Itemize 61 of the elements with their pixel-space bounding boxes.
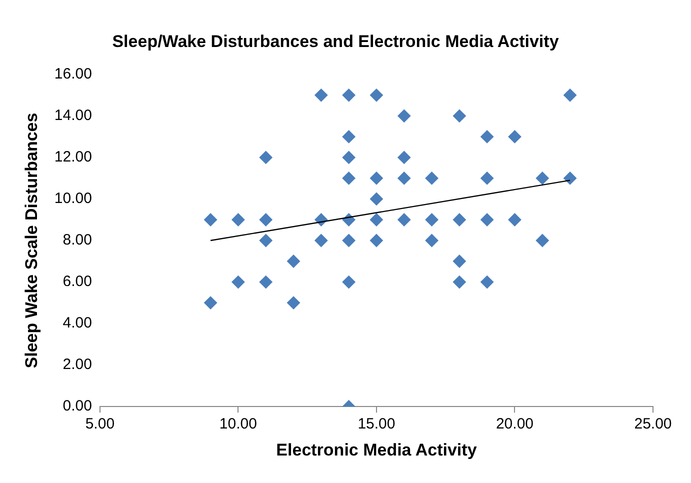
- x-tick-label: 20.00: [496, 416, 534, 433]
- point: [425, 172, 438, 185]
- chart-title: Sleep/Wake Disturbances and Electronic Media Activity: [112, 32, 560, 51]
- point: [564, 88, 577, 102]
- y-axis-title: Sleep Wake Scale Disturbances: [22, 112, 41, 368]
- point: [259, 150, 272, 164]
- point: [342, 172, 356, 185]
- point: [452, 109, 466, 122]
- point: [452, 254, 466, 268]
- point: [232, 276, 245, 289]
- point: [508, 130, 522, 144]
- point: [342, 276, 356, 289]
- x-tick-label: 15.00: [358, 416, 396, 433]
- y-tick-label: 12.00: [54, 148, 92, 166]
- point: [536, 234, 549, 247]
- point: [204, 296, 218, 310]
- y-tick-label: 10.00: [54, 190, 92, 208]
- point: [398, 172, 411, 185]
- point: [204, 213, 218, 226]
- point: [425, 234, 438, 247]
- point: [536, 172, 549, 185]
- point: [370, 192, 383, 206]
- y-tick-label: 6.00: [62, 273, 92, 290]
- point: [342, 88, 356, 102]
- point: [287, 254, 300, 268]
- point: [259, 234, 272, 247]
- point: [480, 276, 494, 289]
- point: [232, 213, 245, 226]
- point: [480, 130, 494, 144]
- y-tick-label: 4.00: [62, 314, 92, 332]
- point: [370, 172, 383, 185]
- x-tick-label: 5.00: [85, 416, 115, 433]
- point: [342, 130, 356, 144]
- point: [452, 213, 466, 226]
- point: [370, 88, 383, 102]
- point: [370, 213, 383, 226]
- point: [370, 234, 383, 247]
- point: [259, 276, 272, 289]
- point: [480, 213, 494, 226]
- point: [314, 234, 328, 247]
- point: [480, 172, 494, 185]
- point: [398, 109, 411, 122]
- y-tick-label: 14.00: [54, 107, 92, 124]
- y-tick-label: 8.00: [62, 232, 92, 249]
- point: [425, 213, 438, 226]
- point: [508, 213, 522, 226]
- y-tick-label: 16.00: [54, 66, 92, 83]
- x-axis-title: Electronic Media Activity: [276, 440, 478, 460]
- point: [342, 150, 356, 164]
- x-tick-label: 25.00: [634, 416, 672, 433]
- y-tick-label: 0.00: [62, 398, 92, 415]
- point: [314, 88, 328, 102]
- point: [398, 150, 411, 164]
- point: [287, 296, 300, 310]
- x-tick-label: 10.00: [219, 416, 257, 433]
- y-tick-label: 2.00: [62, 356, 92, 374]
- point: [398, 213, 411, 226]
- point: [564, 172, 577, 185]
- point: [259, 213, 272, 226]
- point: [452, 276, 466, 289]
- point: [342, 234, 356, 247]
